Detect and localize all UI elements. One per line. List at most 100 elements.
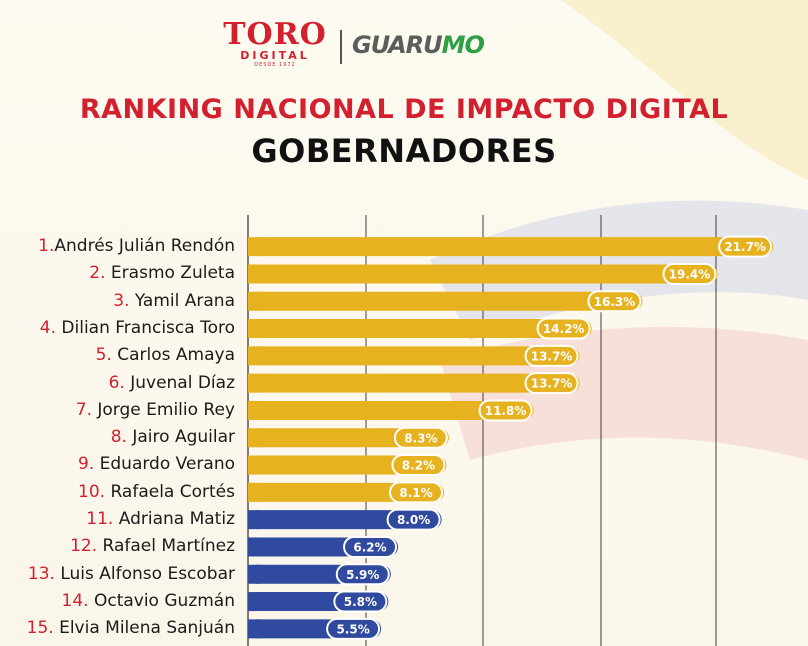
rank-number: 5.: [95, 345, 112, 366]
data-label: 14.2%: [543, 322, 585, 336]
rank-number: 14.: [61, 590, 89, 611]
rank-number: 10.: [78, 481, 106, 502]
value-pill: [718, 235, 773, 258]
category-label: 4. Dilian Francisca Toro: [40, 315, 235, 342]
governor-name: Luis Alfonso Escobar: [54, 563, 235, 584]
value-pill: [335, 563, 390, 586]
bar-base: [248, 592, 260, 612]
logo-divider: [340, 30, 342, 64]
governor-name: Rafael Martínez: [97, 536, 235, 557]
rank-number: 1.: [38, 236, 55, 256]
category-label: 11. Adriana Matiz: [86, 506, 235, 533]
data-label: 5.9%: [346, 568, 379, 582]
value-pill: [333, 590, 388, 613]
bar: [248, 319, 592, 339]
rank-number: 12.: [70, 536, 98, 557]
bar-base: [248, 510, 260, 530]
header-logos: TORO DIGITAL DESDE 1972 GUARUMO: [0, 20, 808, 70]
category-label: 3. Yamil Arana: [113, 288, 235, 315]
rank-number: 7.: [75, 399, 92, 420]
toro-digital-logo: TORO DIGITAL DESDE 1972: [222, 20, 328, 69]
rank-number: 8.: [110, 427, 127, 448]
bar-base: [248, 291, 260, 311]
value-pill: [524, 372, 579, 395]
value-pill: [393, 426, 448, 449]
bar-base: [248, 346, 260, 366]
rank-number: 15.: [26, 618, 54, 639]
category-label: 6. Juvenal Díaz: [109, 370, 235, 397]
toro-logo-text: TORO: [223, 17, 327, 52]
data-label: 16.3%: [594, 295, 636, 309]
value-pill: [524, 344, 579, 367]
governor-name: Adriana Matiz: [113, 509, 235, 529]
bar-base: [248, 264, 260, 284]
category-label: 1.Andrés Julián Rendón: [38, 233, 235, 260]
data-label: 13.7%: [531, 377, 573, 391]
category-label: 5. Carlos Amaya: [96, 342, 235, 369]
value-pill: [389, 481, 444, 504]
bar-base: [248, 564, 260, 584]
rank-number: 3.: [113, 290, 130, 311]
data-label: 19.4%: [669, 267, 711, 281]
governor-name: Andrés Julián Rendón: [54, 236, 235, 256]
bar: [248, 346, 580, 366]
value-pill: [343, 535, 398, 558]
data-label: 11.8%: [485, 404, 527, 418]
data-label: 8.0%: [397, 513, 430, 527]
governor-name: Dilian Francisca Toro: [56, 317, 235, 338]
chart-title: RANKING NACIONAL DE IMPACTO DIGITAL: [79, 94, 729, 125]
bar: [248, 373, 580, 393]
value-pill: [478, 399, 533, 422]
rank-number: 11.: [86, 509, 114, 529]
bar-base: [248, 319, 260, 339]
governor-name: Octavio Guzmán: [88, 590, 235, 611]
data-label: 21.7%: [724, 240, 766, 254]
category-label: 12. Rafael Martínez: [70, 533, 235, 560]
chart-subtitle: GOBERNADORES: [251, 132, 557, 170]
data-label: 6.2%: [353, 540, 386, 554]
value-pill: [326, 617, 381, 640]
value-pill: [386, 508, 441, 531]
data-label: 5.5%: [336, 622, 369, 636]
data-label: 5.8%: [344, 595, 377, 609]
value-pill: [536, 317, 591, 340]
rank-number: 6.: [108, 372, 125, 393]
bar: [248, 400, 534, 420]
category-label: 9. Eduardo Verano: [78, 451, 235, 478]
bar: [248, 291, 643, 311]
bar-base: [248, 237, 260, 257]
bar-base: [248, 537, 260, 557]
governor-name: Carlos Amaya: [111, 345, 235, 366]
value-pill: [391, 454, 446, 477]
value-pill: [587, 290, 642, 313]
value-pill: [662, 262, 717, 285]
rank-number: 4.: [39, 317, 56, 338]
rank-number: 9.: [78, 454, 95, 475]
bar-base: [248, 400, 260, 420]
bar-base: [248, 455, 260, 475]
data-label: 8.3%: [404, 431, 437, 445]
data-label: 8.1%: [399, 486, 432, 500]
bar: [248, 264, 718, 284]
rank-number: 2.: [89, 263, 106, 284]
governor-name: Eduardo Verano: [94, 454, 235, 475]
governor-name: Yamil Arana: [129, 290, 235, 311]
bar-base: [248, 619, 260, 639]
governor-name: Jairo Aguilar: [126, 427, 235, 448]
bar-base: [248, 373, 260, 393]
category-label: 7. Jorge Emilio Rey: [76, 397, 235, 424]
bar-base: [248, 428, 260, 448]
governor-name: Erasmo Zuleta: [105, 263, 235, 284]
governor-name: Elvia Milena Sanjuán: [53, 618, 235, 639]
rank-number: 13.: [27, 563, 55, 584]
category-label: 15. Elvia Milena Sanjuán: [27, 615, 235, 642]
toro-logo-tagline: DESDE 1972: [254, 62, 296, 68]
category-label: 10. Rafaela Cortés: [78, 479, 235, 506]
data-label: 8.2%: [402, 459, 435, 473]
guarumo-logo-part1: GUARU: [352, 31, 443, 59]
bar-base: [248, 482, 260, 502]
category-label: 8. Jairo Aguilar: [111, 424, 235, 451]
toro-logo-subtext: DIGITAL: [240, 49, 310, 62]
guarumo-logo: GUARUMO: [352, 30, 485, 60]
category-label: 2. Erasmo Zuleta: [89, 260, 235, 287]
